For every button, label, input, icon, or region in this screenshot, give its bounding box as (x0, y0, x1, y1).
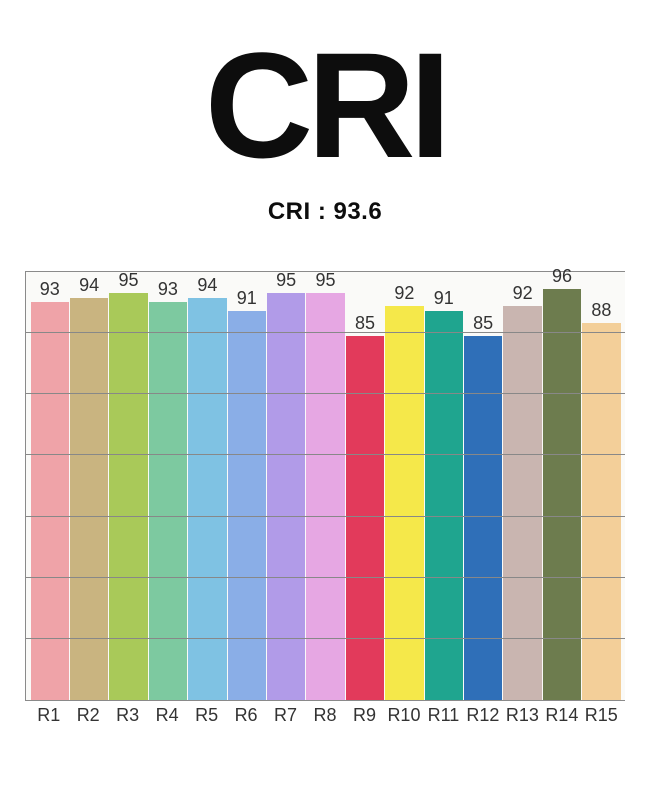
bar-slot: 92 (503, 272, 542, 700)
bar-value-label: 96 (542, 266, 581, 287)
cri-bar-chart: 939495939491959585929185929688 R1R2R3R4R… (25, 271, 625, 726)
bar-value-label: 95 (266, 270, 305, 291)
bar-value-label: 94 (69, 275, 108, 296)
bar-value-label: 92 (385, 283, 424, 304)
x-axis-label: R12 (463, 705, 502, 726)
hero-title: CRI (205, 30, 445, 180)
bar (267, 293, 305, 700)
x-axis-label: R4 (147, 705, 186, 726)
hero-subtitle: CRI : 93.6 (268, 198, 382, 226)
bar (503, 306, 541, 700)
bar-slot: 95 (306, 272, 345, 700)
x-axis-label: R10 (384, 705, 423, 726)
bar-slot: 94 (188, 272, 227, 700)
gridline (26, 332, 625, 333)
bar (464, 336, 502, 700)
bar-value-label: 92 (503, 283, 542, 304)
x-axis-label: R8 (305, 705, 344, 726)
bar (306, 293, 344, 700)
x-axis-label: R6 (226, 705, 265, 726)
bar (228, 311, 266, 700)
bar-value-label: 85 (345, 313, 384, 334)
x-axis-label: R2 (68, 705, 107, 726)
bar-slot: 93 (148, 272, 187, 700)
bars-row: 939495939491959585929185929688 (26, 272, 625, 700)
bar (582, 323, 620, 700)
bar-value-label: 94 (188, 275, 227, 296)
x-axis-labels: R1R2R3R4R5R6R7R8R9R10R11R12R13R14R15 (25, 701, 625, 726)
bar-value-label: 93 (148, 279, 187, 300)
x-axis-label: R14 (542, 705, 581, 726)
x-axis-label: R15 (582, 705, 621, 726)
gridline (26, 577, 625, 578)
gridline (26, 454, 625, 455)
bar-slot: 93 (30, 272, 69, 700)
plot-area: 939495939491959585929185929688 (25, 271, 625, 701)
bar-value-label: 95 (109, 270, 148, 291)
bar (31, 302, 69, 700)
bar-slot: 95 (109, 272, 148, 700)
bar-value-label: 85 (463, 313, 502, 334)
x-axis-label: R5 (187, 705, 226, 726)
bar (346, 336, 384, 700)
bar (425, 311, 463, 700)
bar-slot: 95 (266, 272, 305, 700)
bar-slot: 88 (582, 272, 621, 700)
bar-slot: 96 (542, 272, 581, 700)
bar-slot: 94 (69, 272, 108, 700)
x-axis-label: R3 (108, 705, 147, 726)
bar (188, 298, 226, 700)
bar-slot: 91 (227, 272, 266, 700)
bar-value-label: 91 (424, 288, 463, 309)
bar (149, 302, 187, 700)
page: CRI CRI : 93.6 9394959394919595859291859… (0, 0, 650, 794)
gridline (26, 516, 625, 517)
bar-value-label: 93 (30, 279, 69, 300)
bar-slot: 85 (345, 272, 384, 700)
bar-value-label: 95 (306, 270, 345, 291)
x-axis-label: R13 (503, 705, 542, 726)
x-axis-label: R1 (29, 705, 68, 726)
bar-value-label: 88 (582, 300, 621, 321)
bar (70, 298, 108, 700)
bar (109, 293, 147, 700)
bar (385, 306, 423, 700)
gridline (26, 393, 625, 394)
x-axis-label: R7 (266, 705, 305, 726)
x-axis-label: R11 (424, 705, 463, 726)
bar-value-label: 91 (227, 288, 266, 309)
x-axis-label: R9 (345, 705, 384, 726)
bar-slot: 85 (463, 272, 502, 700)
gridline (26, 638, 625, 639)
bar-slot: 92 (385, 272, 424, 700)
bar-slot: 91 (424, 272, 463, 700)
